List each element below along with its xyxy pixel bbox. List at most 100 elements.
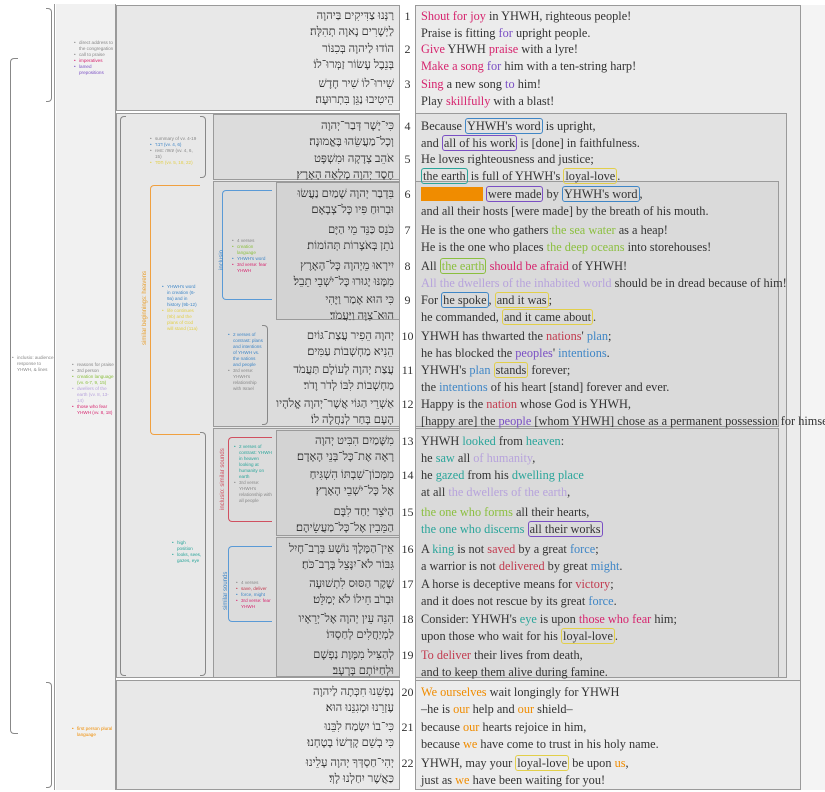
- text-segment: just as: [421, 773, 456, 787]
- highlighted-word: Make a song: [421, 59, 484, 73]
- verse-number: 17: [401, 577, 414, 591]
- english-line: he gazed from his dwelling place: [421, 467, 801, 484]
- english-verse: YHWH's plan stands forever; the intention…: [421, 362, 801, 396]
- english-line: We ourselves wait longingly for YHWH: [421, 684, 801, 701]
- highlighted-word: those who fear: [578, 612, 652, 626]
- english-line: the earth is full of YHWH's loyal-love.: [421, 168, 801, 185]
- english-line: Consider: YHWH's eye is upon those who f…: [421, 611, 801, 628]
- verse-number: 19: [401, 648, 414, 662]
- text-segment: [whom YHWH] chose as a permanent possess…: [531, 414, 825, 428]
- highlighted-word: Sing: [421, 77, 444, 91]
- verse-number: 4: [404, 119, 411, 133]
- english-line: –he is our help and our shield–: [421, 701, 801, 718]
- highlighted-word: force: [588, 594, 614, 608]
- text-segment: YHWH: [421, 434, 463, 448]
- highlighted-word: dwelling place: [511, 468, 584, 482]
- english-verse: Consider: YHWH's eye is upon those who f…: [421, 611, 801, 645]
- english-verse: the one who forms all their hearts, the o…: [421, 504, 801, 538]
- verse-number: 11: [401, 363, 414, 377]
- outer-annotation-column: [0, 4, 55, 790]
- english-line: the one who discerns all their works: [421, 521, 801, 538]
- text-segment: .: [593, 310, 597, 324]
- label-inclusio-similar-sounds: inclusio: similar sounds: [220, 448, 226, 510]
- note-item: call to praise: [74, 52, 114, 58]
- hebrew-verse: נַפְשֵׁנוּ חִכְּתָה לַיהוָה עֶזְרֵנוּ וּמ…: [272, 684, 394, 716]
- hebrew-verse: יְהוָה הֵפִיר עֲצַת־גּוֹיִם הֵנִיא מַחְשְ…: [272, 328, 394, 360]
- highlighted-word: to: [505, 77, 515, 91]
- note-item: YHWH's word in creation (6-9a) and in hi…: [162, 284, 200, 308]
- highlighted-word: To deliver: [421, 648, 472, 662]
- highlighted-word: looked: [462, 434, 496, 448]
- text-segment: with a blast!: [490, 94, 555, 108]
- hebrew-line: הַמֵּבִין אֶל־כָּל־מַעֲשֵׂיהֶם׃: [295, 522, 394, 534]
- text-segment: ': [552, 346, 559, 360]
- hebrew-line: רָאָה אֶת־כָּל־בְּנֵי הָאָדָם׃: [296, 451, 394, 463]
- english-line: he has blocked the peoples' intentions.: [421, 345, 801, 362]
- text-segment: YHWH: [444, 42, 489, 56]
- verse-number: 1: [404, 9, 411, 23]
- text-segment: .: [613, 594, 617, 608]
- english-verse: A king is not saved by a great force; a w…: [421, 541, 801, 575]
- hebrew-line: עֲצַת יְהוָה לְעוֹלָם תַּעֲמֹד: [293, 364, 394, 376]
- note-item: life continues (9b) and the plans of God…: [162, 308, 200, 332]
- highlight-box: he spoke: [441, 292, 489, 308]
- text-segment: .: [606, 346, 610, 360]
- note-v6-12: YHWH's word in creation (6-9a) and in hi…: [162, 284, 200, 332]
- text-segment: from his: [464, 468, 512, 482]
- hebrew-line: אַשְׁרֵי הַגּוֹי אֲשֶׁר־יְהוָה אֱלֹהָיו: [276, 398, 394, 410]
- highlighted-word: peoples: [515, 346, 553, 360]
- verse-number: 14: [401, 468, 414, 482]
- english-line: and to keep them alive during famine.: [421, 664, 801, 681]
- hebrew-line: מִמֶּנּוּ יָגוּרוּ כָּל־יֹשְׁבֵי תֵבֵל׃: [293, 276, 394, 288]
- english-verse: Shout for joy in YHWH, righteous people!…: [421, 8, 801, 42]
- note-item: 3rd verse: fear YHWH: [236, 598, 272, 610]
- text-segment: is upon: [536, 612, 579, 626]
- text-segment: Play: [421, 94, 446, 108]
- text-segment: upon those who wait for his: [421, 629, 562, 643]
- text-segment: He loves righteousness and justice;: [421, 152, 594, 166]
- highlight-box: all of his work: [441, 135, 518, 151]
- verse-number: 18: [401, 612, 414, 626]
- hebrew-verse: שֶׁקֶר הַסּוּס לִתְשׁוּעָה וּבְרֹב חֵילוֹ…: [272, 576, 394, 608]
- english-line: The heavens were made by YHWH's word,: [421, 186, 801, 203]
- outer-bracket: [10, 58, 18, 734]
- text-segment: he commanded,: [421, 310, 502, 324]
- note-item: 3rd verse: fear YHWH: [232, 262, 272, 274]
- text-segment: .: [617, 169, 621, 183]
- hebrew-line: בְּנֵבֶל עָשׂוֹר זַמְּרוּ־לוֹ׃: [313, 59, 394, 71]
- english-verse: he gazed from his dwelling place at all t…: [421, 467, 801, 501]
- highlighted-word: intentions: [439, 380, 488, 394]
- hebrew-line: הֵיטִיבוּ נַגֵּן בִּתְרוּעָה׃: [315, 94, 394, 106]
- english-line: Because YHWH's word is upright,: [421, 118, 801, 135]
- highlight-box: all their works: [527, 521, 603, 537]
- hebrew-line: כַּאֲשֶׁר יִחַלְנוּ לָךְ׃: [329, 773, 394, 785]
- hebrew-line: לְהַצִּיל מִמָּוֶת נַפְשָׁם: [313, 649, 394, 661]
- text-segment: by a great: [515, 542, 570, 556]
- text-segment: help and: [469, 702, 518, 716]
- highlighted-word: for: [486, 59, 502, 73]
- highlighted-word: might: [590, 559, 620, 573]
- label-inclusio-v6-9: inclusio: [219, 249, 225, 270]
- english-line: Play skillfully with a blast!: [421, 93, 801, 110]
- english-line: just as we have been waiting for you!: [421, 772, 801, 789]
- text-segment: is not: [454, 542, 488, 556]
- bracket-v4-19: [120, 116, 126, 676]
- verse-number: 9: [404, 293, 411, 307]
- text-segment: with a lyre!: [518, 42, 578, 56]
- text-segment: ,: [488, 293, 495, 307]
- highlighted-word: should be afraid: [489, 259, 569, 273]
- english-line: the one who forms all their hearts,: [421, 504, 801, 521]
- hebrew-line: הִנֵּה עֵין יְהוָה אֶל־יְרֵאָיו: [298, 613, 394, 625]
- text-segment: a new song: [443, 77, 506, 91]
- text-segment: by: [543, 187, 562, 201]
- section-v6-9: [276, 182, 400, 320]
- text-segment: .: [619, 559, 623, 573]
- right-margin-strip: [801, 5, 825, 790]
- english-v20-22: [415, 680, 801, 790]
- text-segment: into storehouses!: [624, 240, 712, 254]
- hebrew-verse: אֹהֵב צְדָקָה וּמִשְׁפָּט חֶסֶד יְהוָה מָ…: [272, 151, 394, 183]
- hebrew-line: בִּדְבַר יְהוָה שָׁמַיִם נַעֲשׂוּ: [297, 188, 394, 200]
- bracket-v20-22: [46, 682, 52, 788]
- hebrew-line: כִּי בְשֵׁם קָדְשׁוֹ בָטָחְנוּ׃: [307, 737, 394, 749]
- verse-number: 20: [401, 685, 414, 699]
